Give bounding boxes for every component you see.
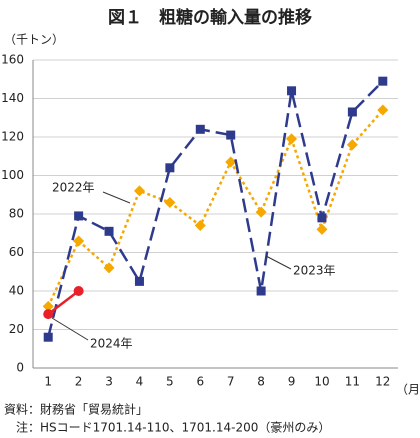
marker [316, 223, 328, 235]
x-tick-label: 11 [345, 375, 360, 389]
marker [347, 107, 357, 117]
marker [73, 286, 84, 296]
marker [226, 130, 236, 140]
y-tick-label: 80 [9, 207, 24, 221]
y-tick-label: 60 [9, 245, 24, 259]
x-tick-label: 10 [314, 375, 329, 389]
series-label: 2023年 [293, 264, 336, 278]
marker [42, 300, 54, 312]
marker [133, 185, 145, 197]
marker [73, 235, 85, 247]
marker [104, 226, 114, 236]
x-tick-label: 4 [136, 375, 144, 389]
leader-line [102, 191, 131, 204]
marker [255, 206, 267, 218]
marker [286, 133, 298, 145]
x-tick-label: 12 [375, 375, 390, 389]
marker [256, 286, 266, 296]
marker [103, 262, 115, 274]
marker [195, 124, 205, 134]
marker [317, 213, 327, 223]
series-line [47, 109, 384, 307]
series-line [46, 80, 384, 338]
x-tick-label: 6 [196, 375, 204, 389]
x-tick-label: 2 [75, 375, 83, 389]
leader-line [265, 255, 292, 270]
chart-title: 図１ 粗糖の輸入量の推移 [108, 7, 312, 28]
marker [43, 309, 54, 320]
source-note: 資料：財務省「貿易統計」 [4, 402, 148, 417]
marker [194, 220, 206, 232]
x-axis-unit: （月） [396, 383, 420, 397]
series-line [47, 290, 80, 316]
series-label: 2024年 [90, 337, 133, 351]
y-tick-label: 140 [1, 91, 24, 105]
x-tick-label: 7 [227, 375, 235, 389]
marker [165, 163, 175, 173]
marker [74, 211, 84, 221]
y-axis-unit: （千トン） [4, 33, 64, 47]
marker [287, 86, 297, 96]
y-tick-label: 40 [9, 284, 24, 298]
x-tick-label: 5 [166, 375, 174, 389]
y-tick-label: 0 [16, 361, 24, 375]
marker [225, 156, 237, 168]
marker [134, 276, 144, 286]
y-tick-label: 160 [1, 53, 24, 67]
x-tick-label: 1 [44, 375, 52, 389]
series-label: 2022年 [52, 181, 95, 195]
marker [43, 332, 53, 342]
y-tick-label: 100 [1, 168, 24, 182]
marker [377, 104, 389, 116]
marker [378, 76, 388, 86]
y-tick-label: 20 [9, 322, 24, 336]
x-tick-label: 9 [288, 375, 296, 389]
x-tick-label: 3 [105, 375, 113, 389]
marker [346, 139, 358, 151]
leader-line [51, 317, 89, 341]
y-tick-label: 120 [1, 130, 24, 144]
footnote: 注：HSコード1701.14-110、1701.14-200（豪州のみ） [16, 420, 330, 435]
x-tick-label: 8 [257, 375, 265, 389]
marker [164, 196, 176, 208]
